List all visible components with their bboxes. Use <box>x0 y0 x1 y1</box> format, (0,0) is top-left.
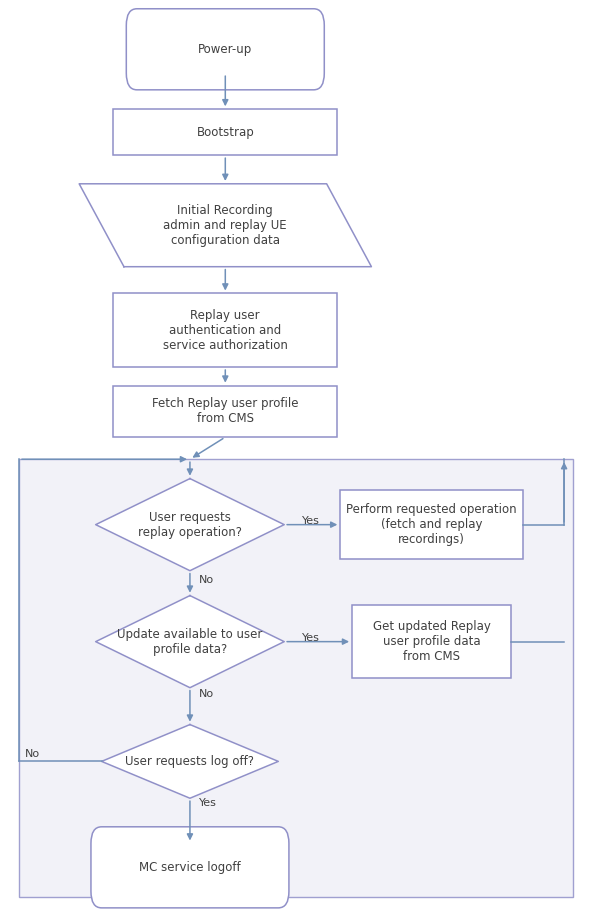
Text: Yes: Yes <box>302 516 320 526</box>
Text: Fetch Replay user profile
from CMS: Fetch Replay user profile from CMS <box>152 397 298 425</box>
Bar <box>113 385 337 437</box>
Bar <box>352 605 511 678</box>
Text: MC service logoff: MC service logoff <box>139 861 241 874</box>
Text: Power-up: Power-up <box>198 43 252 55</box>
Bar <box>19 459 573 897</box>
Polygon shape <box>79 184 371 267</box>
FancyBboxPatch shape <box>91 827 289 908</box>
FancyBboxPatch shape <box>126 8 324 90</box>
Bar <box>113 294 337 367</box>
Polygon shape <box>96 479 284 571</box>
Polygon shape <box>96 596 284 687</box>
Text: Update available to user
profile data?: Update available to user profile data? <box>117 627 263 656</box>
Text: No: No <box>24 749 40 759</box>
Text: No: No <box>199 689 214 699</box>
Text: User requests
replay operation?: User requests replay operation? <box>138 511 242 539</box>
Bar <box>340 490 523 559</box>
Polygon shape <box>102 724 278 798</box>
Text: User requests log off?: User requests log off? <box>126 755 255 768</box>
Text: Yes: Yes <box>302 633 320 643</box>
Text: Perform requested operation
(fetch and replay
recordings): Perform requested operation (fetch and r… <box>346 504 517 546</box>
Text: Yes: Yes <box>199 797 217 808</box>
Text: Replay user
authentication and
service authorization: Replay user authentication and service a… <box>163 309 288 352</box>
Bar <box>113 109 337 155</box>
Text: No: No <box>199 575 214 585</box>
Text: Bootstrap: Bootstrap <box>197 126 254 139</box>
Text: Initial Recording
admin and replay UE
configuration data: Initial Recording admin and replay UE co… <box>163 204 287 247</box>
Text: Get updated Replay
user profile data
from CMS: Get updated Replay user profile data fro… <box>372 620 490 663</box>
